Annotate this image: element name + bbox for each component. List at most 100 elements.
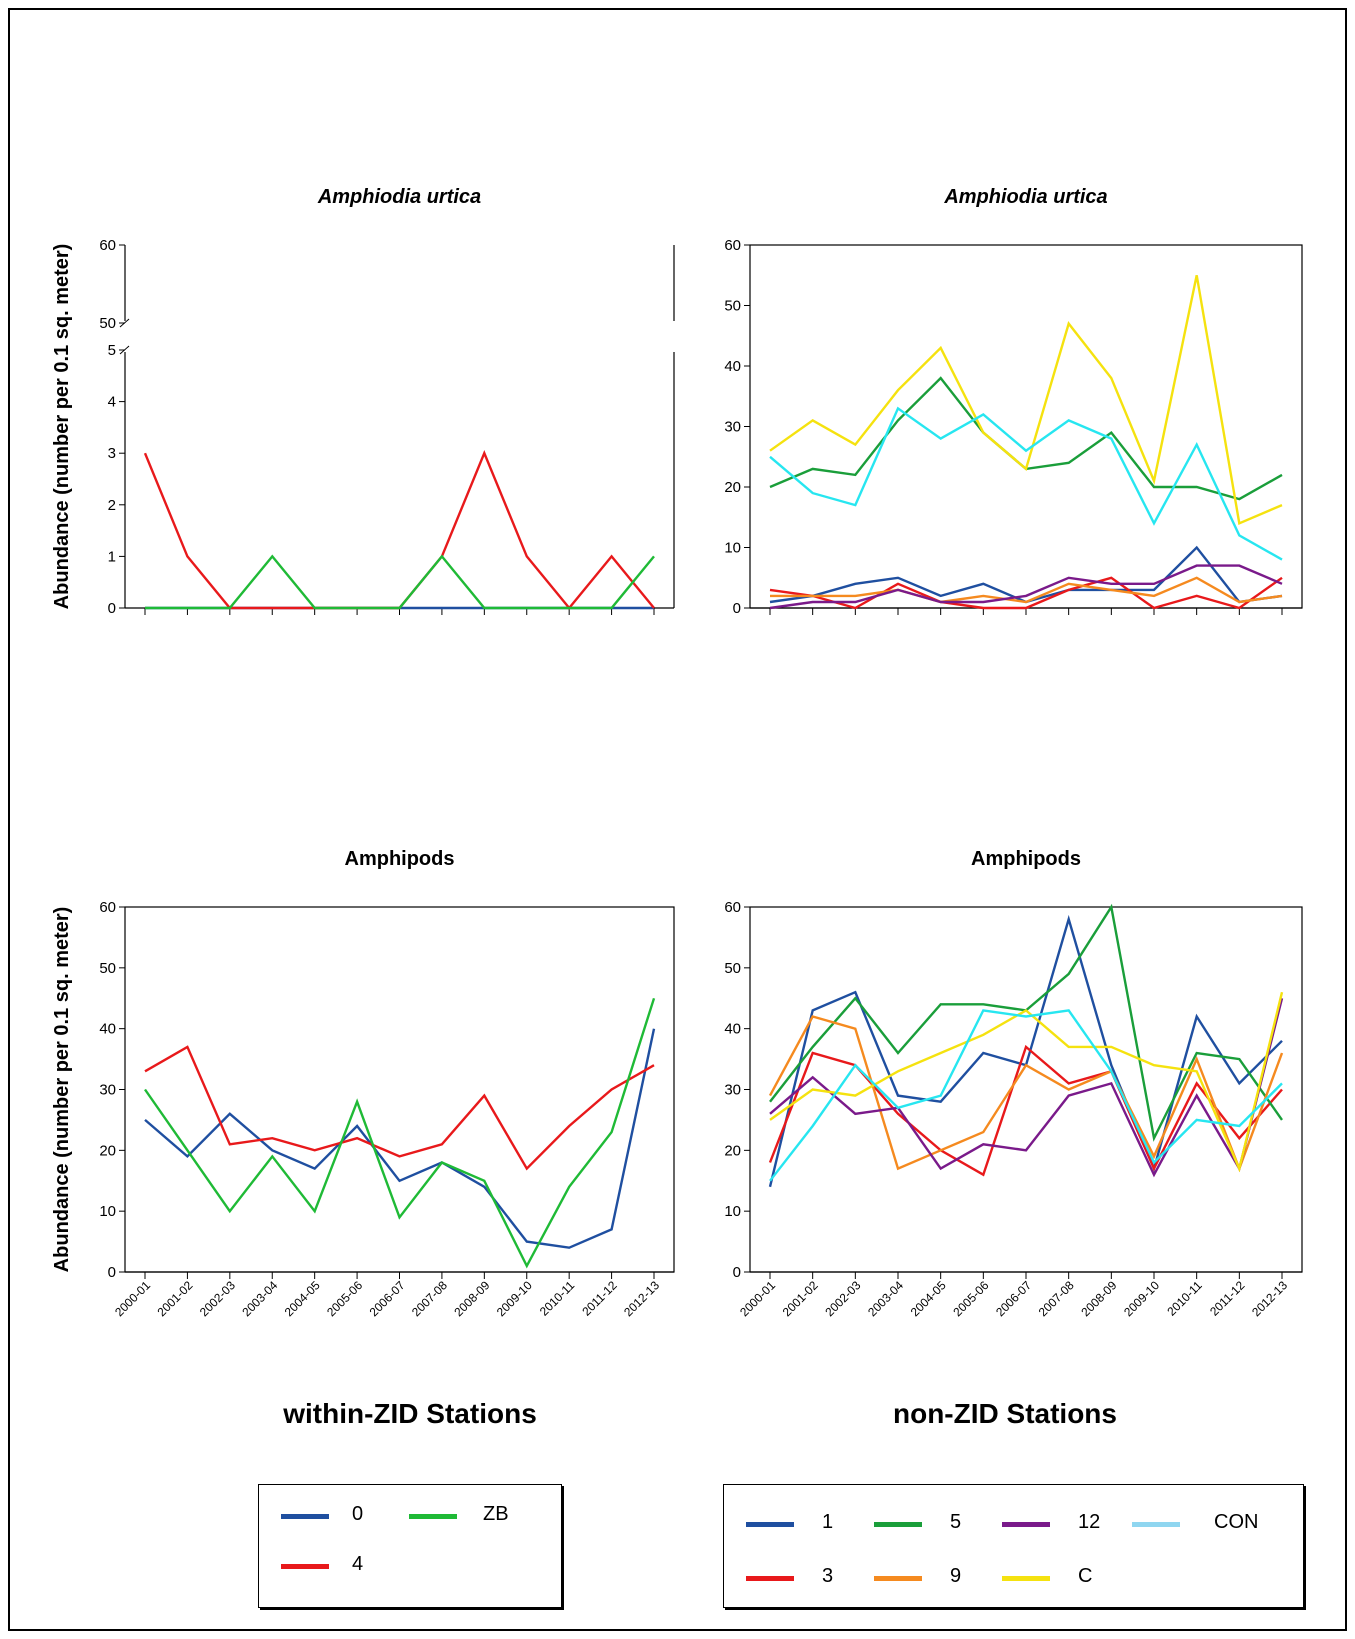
within-zid-legend-swatch-4 xyxy=(281,1564,329,1569)
panel3-y-tick-label: 40 xyxy=(99,1021,116,1038)
panel4-series-C-line xyxy=(769,991,1284,1173)
panel1-y-tick-label: 1 xyxy=(108,548,116,565)
right-footer-title: non-ZID Stations xyxy=(893,1398,1117,1429)
non-zid-legend-swatch-9 xyxy=(874,1576,922,1581)
left-footer-title: within-ZID Stations xyxy=(283,1398,537,1429)
panel2-y-tick-label: 40 xyxy=(724,358,741,375)
panel4-x-tick-label: 2008-09 xyxy=(1078,1278,1119,1319)
panel3-x-tick-label: 2006-07 xyxy=(367,1278,408,1319)
within-zid-legend-swatch-ZB xyxy=(409,1514,457,1519)
panel4-x-tick-label: 2001-02 xyxy=(780,1278,821,1319)
panel1-title: Amphiodia urtica xyxy=(317,186,481,208)
panel1-y-tick-label: 0 xyxy=(108,600,116,617)
panel4-series-CON-line xyxy=(769,1009,1283,1182)
panel4-y-tick-label: 20 xyxy=(724,1142,741,1159)
panel2-series-12-line xyxy=(769,564,1283,610)
panel3-x-tick-label: 2005-06 xyxy=(324,1278,365,1319)
panel4-x-tick-label: 2004-05 xyxy=(908,1278,949,1319)
panel1-series-ZB-line xyxy=(145,554,655,610)
panel1-y-tick-label: 50 xyxy=(99,315,116,332)
panel3-y-tick-label: 30 xyxy=(99,1082,116,1099)
within-zid-legend-swatch-0 xyxy=(281,1514,329,1519)
non-zid-legend: 1 5 12 CON 3 9 C xyxy=(723,1484,1304,1608)
panel4-y-tick-label: 60 xyxy=(724,899,741,916)
non-zid-legend-label-9: 9 xyxy=(950,1565,962,1587)
within-zid-legend: 0 ZB 4 xyxy=(258,1484,562,1608)
non-zid-legend-label-5: 5 xyxy=(950,1511,962,1533)
panel3-y-tick-label: 50 xyxy=(99,960,116,977)
panel3-y-tick-label: 20 xyxy=(99,1142,116,1159)
non-zid-legend-label-C: C xyxy=(1078,1565,1093,1587)
panel2-title: Amphiodia urtica xyxy=(943,186,1107,208)
panel4-y-tick-label: 10 xyxy=(724,1203,741,1220)
panel1-y-tick-label: 2 xyxy=(108,497,116,514)
non-zid-legend-swatch-12 xyxy=(1002,1522,1050,1527)
panel2-series-C-line xyxy=(769,275,1283,525)
panel3-x-tick-label: 2012-13 xyxy=(621,1278,662,1319)
non-zid-legend-label-1: 1 xyxy=(822,1511,834,1533)
panel1-y-tick-label: 3 xyxy=(108,445,116,462)
panel4-y-tick-label: 30 xyxy=(724,1082,741,1099)
panel4-x-tick-label: 2012-13 xyxy=(1249,1278,1290,1319)
panel2-y-tick-label: 60 xyxy=(724,237,741,254)
panel4-title: Amphipods xyxy=(971,848,1081,870)
panel4-y-tick-label: 50 xyxy=(724,960,741,977)
panel3-y-tick-label: 10 xyxy=(99,1203,116,1220)
panel4-x-tick-label: 2000-01 xyxy=(737,1278,778,1319)
within-zid-legend-label-0: 0 xyxy=(352,1503,364,1525)
panel3-series-4-line xyxy=(144,1045,655,1171)
panel2-series-3-line xyxy=(769,576,1283,610)
panel1-y-axis-label: Abundance (number per 0.1 sq. meter) xyxy=(51,244,73,610)
panel4-x-tick-label: 2005-06 xyxy=(950,1278,991,1319)
within-zid-legend-label-4: 4 xyxy=(352,1553,364,1575)
panel4-series-12-line xyxy=(769,998,1284,1178)
panel4-x-tick-label: 2007-08 xyxy=(1036,1278,1077,1319)
non-zid-legend-label-CON: CON xyxy=(1214,1511,1259,1533)
panel2-series-CON-line xyxy=(769,406,1283,561)
non-zid-legend-swatch-3 xyxy=(746,1576,794,1581)
panel1-y-tick-label: 4 xyxy=(108,394,116,411)
panel3-x-tick-label: 2001-02 xyxy=(154,1278,195,1319)
panel4-y-tick-label: 40 xyxy=(724,1021,741,1038)
panel1-y-tick-label: 60 xyxy=(99,237,116,254)
panel2-y-tick-label: 50 xyxy=(724,298,741,315)
panel3-series-ZB-line xyxy=(144,997,656,1269)
panel3-x-tick-label: 2009-10 xyxy=(494,1278,535,1319)
panel4-x-tick-label: 2006-07 xyxy=(993,1278,1034,1319)
panel3-x-tick-label: 2010-11 xyxy=(537,1278,578,1319)
panel2-series-1-line xyxy=(769,545,1283,604)
figure-frame xyxy=(8,8,1347,1631)
non-zid-legend-swatch-5 xyxy=(874,1522,922,1527)
panel4-x-tick-label: 2003-04 xyxy=(865,1278,906,1319)
within-zid-legend-label-ZB: ZB xyxy=(483,1503,509,1525)
panel3-x-tick-label: 2007-08 xyxy=(409,1278,450,1319)
panel4-x-tick-label: 2002-03 xyxy=(822,1278,863,1319)
non-zid-legend-label-3: 3 xyxy=(822,1565,834,1587)
panel3-x-tick-label: 2000-01 xyxy=(112,1278,153,1319)
panel3-y-axis-label: Abundance (number per 0.1 sq. meter) xyxy=(51,907,73,1273)
panel4-series-5-line xyxy=(769,903,1283,1142)
panel2-y-tick-label: 20 xyxy=(724,479,741,496)
non-zid-legend-label-12: 12 xyxy=(1078,1511,1101,1533)
panel3-title: Amphipods xyxy=(345,848,455,870)
panel4-x-tick-label: 2010-11 xyxy=(1164,1278,1205,1319)
panel2-y-tick-label: 10 xyxy=(724,540,741,557)
non-zid-legend-swatch-C xyxy=(1002,1576,1050,1581)
panel4-series-9-line xyxy=(768,1015,1284,1172)
panel2-y-tick-label: 0 xyxy=(733,600,741,617)
panel3-x-tick-label: 2003-04 xyxy=(239,1278,280,1319)
panel3-series-0-line xyxy=(144,1028,656,1249)
panel4-series-1-line xyxy=(768,914,1283,1188)
panel4-plot-frame xyxy=(749,906,1303,1273)
panel4-x-tick-label: 2009-10 xyxy=(1121,1278,1162,1319)
panel3-x-tick-label: 2008-09 xyxy=(451,1278,492,1319)
panel1-series-4-line xyxy=(143,450,655,610)
panel3-y-tick-label: 60 xyxy=(99,899,116,916)
panel4-x-tick-label: 2011-12 xyxy=(1207,1278,1248,1319)
panel2-y-tick-label: 30 xyxy=(724,419,741,436)
non-zid-legend-swatch-1 xyxy=(746,1522,794,1527)
panel3-y-tick-label: 0 xyxy=(108,1264,116,1281)
non-zid-legend-swatch-CON xyxy=(1132,1522,1180,1527)
panel3-x-tick-label: 2011-12 xyxy=(579,1278,620,1319)
